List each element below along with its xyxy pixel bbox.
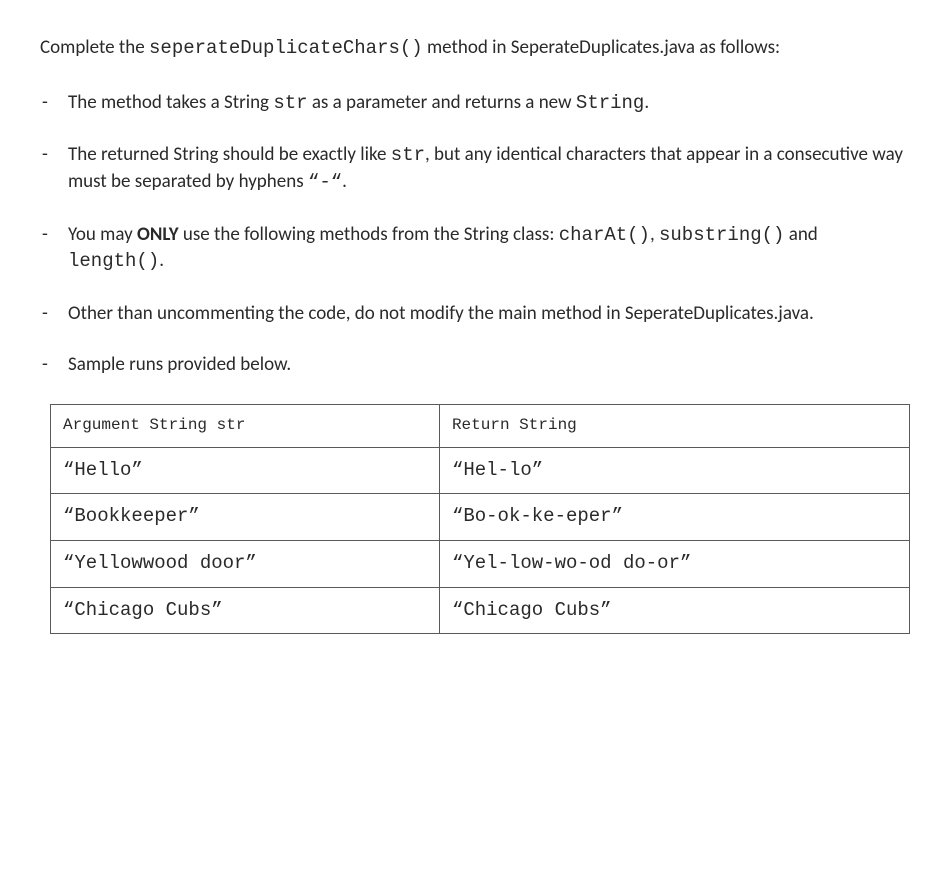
intro-method: seperateDuplicateChars() bbox=[149, 37, 423, 59]
table-row: “Bookkeeper” “Bo-ok-ke-eper” bbox=[51, 494, 910, 541]
sample-runs-table: Argument String str Return String “Hello… bbox=[50, 404, 910, 634]
cell-ret: “Hel-lo” bbox=[439, 447, 909, 494]
cell-arg: “Hello” bbox=[51, 447, 440, 494]
text: . bbox=[644, 91, 649, 114]
code-length: length() bbox=[68, 250, 159, 272]
code-hyphen: “-“ bbox=[308, 171, 342, 193]
intro-post: method in SeperateDuplicates.java as fol… bbox=[423, 36, 780, 59]
table-row: “Hello” “Hel-lo” bbox=[51, 447, 910, 494]
requirements-list: The method takes a String str as a param… bbox=[40, 90, 916, 378]
code-str: str bbox=[273, 92, 307, 114]
text: and bbox=[784, 223, 817, 246]
code-charat: charAt() bbox=[559, 224, 650, 246]
only-bold: ONLY bbox=[137, 223, 179, 246]
bullet-2: The returned String should be exactly li… bbox=[40, 142, 916, 195]
text: The returned String should be exactly li… bbox=[68, 143, 391, 166]
cell-arg: “Chicago Cubs” bbox=[51, 587, 440, 634]
bullet-1: The method takes a String str as a param… bbox=[40, 90, 916, 117]
cell-arg: “Yellowwood door” bbox=[51, 541, 440, 588]
cell-arg: “Bookkeeper” bbox=[51, 494, 440, 541]
text: You may bbox=[68, 223, 137, 246]
code-substring: substring() bbox=[659, 224, 784, 246]
table-header-row: Argument String str Return String bbox=[51, 405, 910, 448]
code-str: str bbox=[391, 144, 425, 166]
cell-ret: “Bo-ok-ke-eper” bbox=[439, 494, 909, 541]
bullet-4: Other than uncommenting the code, do not… bbox=[40, 301, 916, 327]
cell-ret: “Chicago Cubs” bbox=[439, 587, 909, 634]
text: , bbox=[650, 223, 659, 246]
text: Sample runs provided below. bbox=[68, 353, 291, 376]
text: The method takes a String bbox=[68, 91, 273, 114]
bullet-5: Sample runs provided below. bbox=[40, 352, 916, 378]
header-return: Return String bbox=[439, 405, 909, 448]
code-string: String bbox=[576, 92, 644, 114]
text: use the following methods from the Strin… bbox=[179, 223, 559, 246]
table-row: “Chicago Cubs” “Chicago Cubs” bbox=[51, 587, 910, 634]
header-argument: Argument String str bbox=[51, 405, 440, 448]
text: as a parameter and returns a new bbox=[308, 91, 576, 114]
text: . bbox=[159, 249, 164, 272]
intro-paragraph: Complete the seperateDuplicateChars() me… bbox=[40, 35, 916, 62]
cell-ret: “Yel-low-wo-od do-or” bbox=[439, 541, 909, 588]
table-row: “Yellowwood door” “Yel-low-wo-od do-or” bbox=[51, 541, 910, 588]
bullet-3: You may ONLY use the following methods f… bbox=[40, 222, 916, 275]
text: Other than uncommenting the code, do not… bbox=[68, 302, 814, 325]
intro-pre: Complete the bbox=[40, 36, 149, 59]
text: . bbox=[342, 170, 347, 193]
